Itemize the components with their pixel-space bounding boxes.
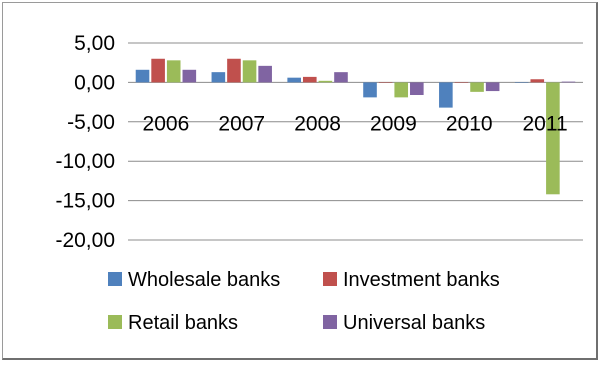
bar-2007-3	[258, 65, 272, 83]
x-axis-category-labels: 2006 2007 2008 2009 2010 2011	[143, 112, 568, 135]
x-tick-label: 2008	[294, 112, 341, 135]
bar-2006-2	[166, 60, 181, 83]
bar-2007-0	[211, 72, 226, 83]
y-tick-label: -10,00	[55, 150, 115, 173]
bar-2010-2	[470, 82, 484, 92]
bar-2009-0	[363, 82, 377, 98]
legend-swatch	[323, 315, 337, 329]
bar-2010-1	[454, 82, 469, 83]
bar-2006-0	[135, 69, 150, 83]
legend-swatch	[108, 272, 122, 286]
bar-2008-3	[334, 72, 348, 83]
bar-2008-2	[318, 80, 333, 83]
x-tick-label: 2007	[218, 112, 265, 135]
legend-label: Universal banks	[343, 312, 485, 334]
bar-2006-3	[182, 69, 197, 83]
legend-label: Retail banks	[128, 312, 238, 334]
legend-swatch	[323, 272, 337, 286]
bars	[135, 58, 576, 195]
legend-swatch	[108, 315, 122, 329]
bar-2007-1	[227, 58, 241, 83]
bar-2011-2	[546, 82, 560, 195]
y-tick-label: -20,00	[55, 229, 115, 252]
y-tick-label: -15,00	[55, 190, 115, 213]
y-tick-label: 0,00	[74, 71, 115, 94]
bar-2011-0	[514, 82, 529, 83]
bar-2008-0	[287, 77, 301, 83]
bar-2011-3	[561, 81, 576, 83]
legend-label: Wholesale banks	[128, 269, 280, 291]
y-axis-ticks: 5,00 0,00 -5,00 -10,00 -15,00 -20,00	[55, 32, 115, 252]
y-tick-label: 5,00	[74, 32, 115, 55]
bar-2009-3	[410, 82, 424, 96]
bar-2010-0	[439, 82, 453, 108]
legend-label: Investment banks	[343, 269, 500, 291]
y-tick-label: -5,00	[67, 111, 115, 134]
legend: Wholesale banks Investment banks Retail ba…	[108, 269, 500, 334]
bar-2008-1	[302, 76, 317, 83]
x-tick-label: 2010	[446, 112, 493, 135]
gridlines	[128, 42, 583, 241]
x-tick-label: 2011	[522, 112, 567, 135]
bar-2009-1	[378, 82, 393, 83]
bar-2009-2	[394, 82, 409, 98]
x-tick-label: 2009	[370, 112, 417, 135]
chart-frame: 5,00 0,00 -5,00 -10,00 -15,00 -20,00 2006 2007…	[2, 2, 598, 360]
bar-2011-1	[530, 79, 545, 83]
x-tick-label: 2006	[143, 112, 190, 135]
bar-chart: 5,00 0,00 -5,00 -10,00 -15,00 -20,00 2006 2007…	[55, 32, 583, 334]
bar-2010-3	[485, 82, 500, 92]
bar-2007-2	[242, 60, 257, 83]
bar-2006-1	[151, 58, 165, 83]
